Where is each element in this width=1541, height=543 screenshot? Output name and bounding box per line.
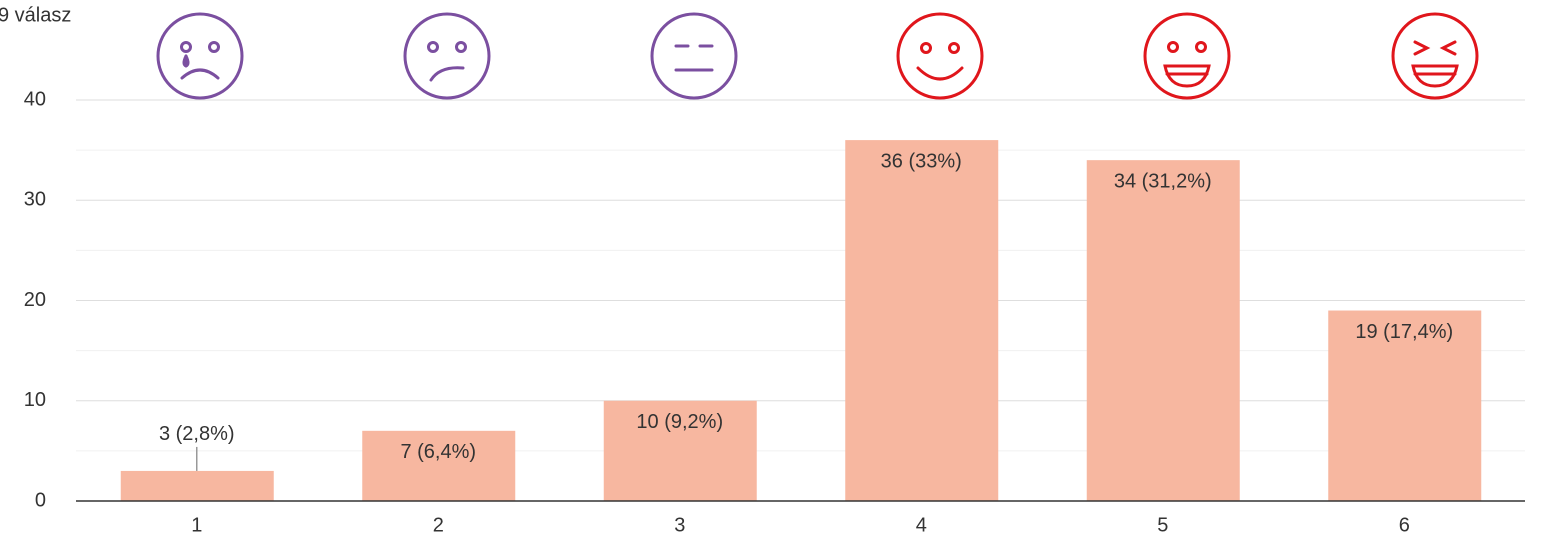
- y-tick-label: 20: [24, 289, 46, 311]
- y-tick-label: 0: [35, 489, 46, 511]
- x-tick-label: 1: [191, 514, 202, 536]
- x-tick-label: 6: [1399, 514, 1410, 536]
- emoji-icons: [156, 12, 1479, 100]
- y-tick-label: 10: [24, 389, 46, 411]
- data-label: 7 (6,4%): [400, 441, 476, 463]
- data-label: 10 (9,2%): [636, 411, 723, 433]
- data-label: 34 (31,2%): [1114, 170, 1212, 192]
- bar: [845, 140, 999, 501]
- emoji-very-sad: [156, 12, 244, 100]
- emoji-grin: [1143, 12, 1231, 100]
- data-label: 36 (33%): [881, 150, 962, 172]
- bar: [362, 430, 516, 501]
- x-tick-label: 3: [674, 514, 685, 536]
- x-tick-label: 2: [433, 514, 444, 536]
- data-label: 19 (17,4%): [1355, 321, 1453, 343]
- x-tick-label: 4: [916, 514, 927, 536]
- emoji-sad: [403, 12, 491, 100]
- x-tick-label: 5: [1157, 514, 1168, 536]
- bar: [120, 470, 274, 501]
- emoji-smile: [896, 12, 984, 100]
- chart-title: 9 válasz: [0, 4, 71, 26]
- data-label: 3 (2,8%): [159, 423, 235, 445]
- bar: [1328, 310, 1482, 501]
- emoji-laugh: [1391, 12, 1479, 100]
- emoji-neutral: [650, 12, 738, 100]
- bar: [603, 400, 757, 501]
- bar: [1086, 160, 1240, 501]
- y-tick-label: 40: [24, 88, 46, 110]
- y-tick-label: 30: [24, 189, 46, 211]
